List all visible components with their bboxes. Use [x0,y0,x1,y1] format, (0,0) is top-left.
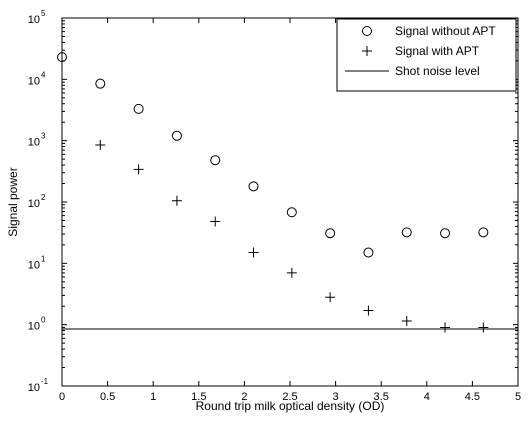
data-point-without-apt [57,52,67,63]
legend-label: Signal without APT [395,24,496,38]
y-tick-label-exponent: 2 [41,193,46,202]
y-tick-label-base: 10 [28,137,40,149]
data-point-with-apt [363,305,374,316]
data-point-with-apt [133,164,144,175]
y-tick-label-exponent: -1 [41,377,49,386]
y-tick-label-base: 10 [28,75,40,87]
x-tick-label: 0.5 [100,391,115,403]
x-tick-label: 5 [515,391,521,403]
data-point-without-apt [325,228,336,239]
data-point-with-apt [95,139,106,150]
y-tick-label-base: 10 [28,382,40,394]
x-axis-label: Round trip milk optical density (OD) [196,399,385,413]
x-tick-label: 3 [333,391,339,403]
x-tick-label: 1 [150,391,156,403]
x-tick-label: 1.5 [191,391,206,403]
data-point-without-apt [401,227,412,238]
data-point-without-apt [363,247,374,258]
y-tick-label-base: 10 [28,259,40,271]
x-tick-label: 4.5 [465,391,480,403]
y-axis-label: Signal power [6,167,20,236]
y-tick-label-exponent: 3 [41,132,46,141]
y-tick-label-base: 10 [28,14,40,26]
data-point-with-apt [171,195,182,206]
x-tick-label: 0 [59,391,65,403]
data-point-without-apt [210,155,221,166]
data-point-with-apt [325,292,336,303]
data-point-with-apt [440,322,451,333]
legend-marker-plus [362,46,372,56]
data-point-with-apt [286,267,297,278]
y-tick-label-exponent: 1 [41,254,46,263]
data-point-with-apt [248,247,259,258]
y-tick-label-base: 10 [28,198,40,210]
y-tick-label-exponent: 4 [41,70,46,79]
data-point-without-apt [286,207,297,218]
legend-label: Signal with APT [395,44,480,58]
x-tick-label: 2.5 [282,391,297,403]
y-tick-label-exponent: 5 [41,9,46,18]
data-point-without-apt [248,181,259,192]
x-tick-label: 2 [241,391,247,403]
y-tick-label-exponent: 0 [41,316,46,325]
data-point-without-apt [95,78,106,89]
legend-marker-circle [362,26,372,36]
data-point-with-apt [401,315,412,326]
legend-label: Shot noise level [395,64,480,78]
data-point-without-apt [440,228,451,239]
data-point-with-apt [478,322,489,333]
y-tick-label-base: 10 [28,321,40,333]
data-point-without-apt [133,103,144,114]
x-tick-label: 4 [424,391,430,403]
data-point-with-apt [210,216,221,227]
data-point-without-apt [478,227,489,238]
x-tick-label: 3.5 [374,391,389,403]
data-point-without-apt [171,130,182,141]
